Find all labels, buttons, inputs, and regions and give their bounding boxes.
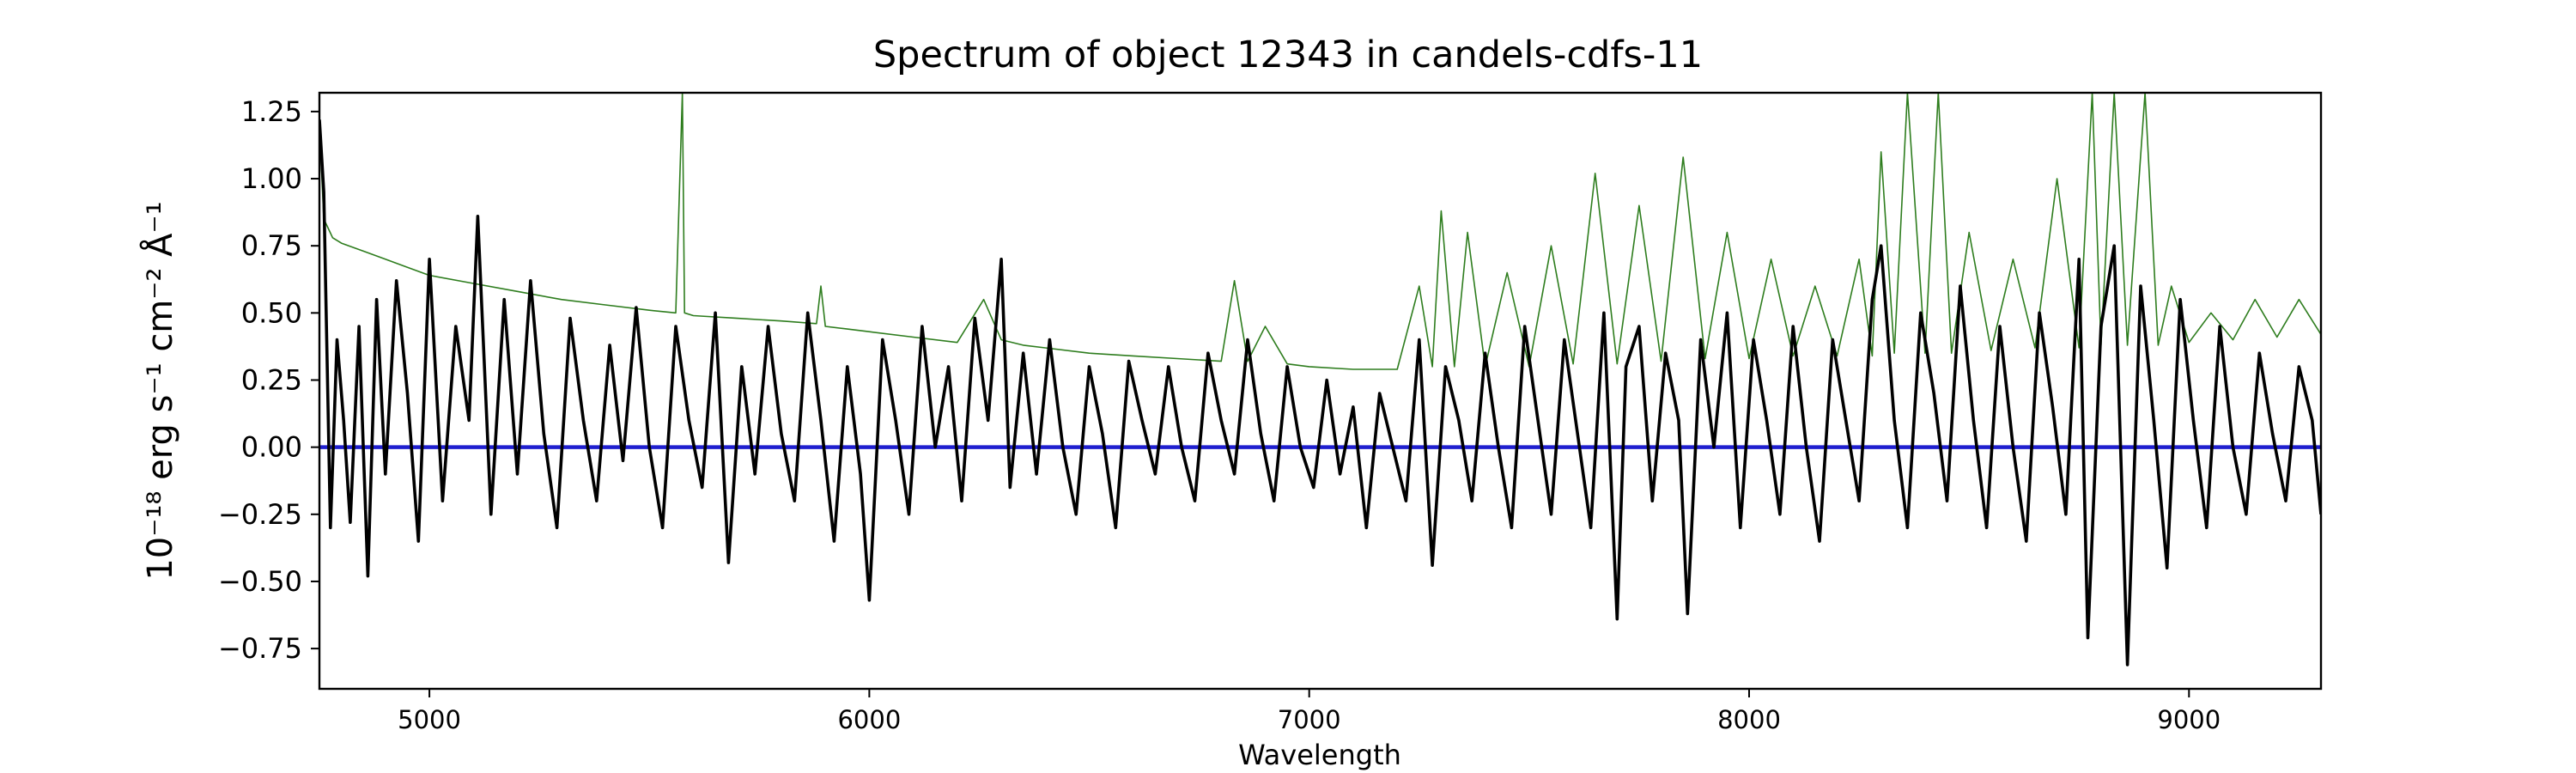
series-line-error	[319, 93, 2321, 370]
x-tick-label: 9000	[2157, 705, 2221, 734]
x-axis-label: Wavelength	[1238, 739, 1401, 771]
y-tick-label: 1.00	[241, 162, 302, 195]
series-layer	[319, 93, 2321, 666]
y-tick-label: −0.75	[218, 632, 302, 665]
x-tick-label: 7000	[1278, 705, 1341, 734]
y-tick-label: −0.25	[218, 498, 302, 531]
series-line-flux	[319, 119, 2321, 666]
plot-frame	[318, 91, 2323, 691]
y-tick-label: −0.50	[218, 565, 302, 598]
y-axis: −0.75 −0.50 −0.25 0.00 0.25 0.50 0.75 1.00 1.25	[218, 95, 319, 665]
chart-title: Spectrum of object 12343 in candels-cdfs…	[873, 33, 1703, 76]
y-tick-label: 0.75	[241, 229, 302, 262]
y-tick-label: 1.25	[241, 95, 302, 128]
y-tick-label: 0.25	[241, 363, 302, 396]
x-tick-label: 8000	[1717, 705, 1781, 734]
y-tick-label: 0.00	[241, 431, 302, 464]
x-tick-label: 6000	[837, 705, 901, 734]
x-tick-label: 5000	[398, 705, 461, 734]
y-axis-label: 10⁻¹⁸ erg s⁻¹ cm⁻² Å⁻¹	[139, 201, 180, 580]
x-axis: 5000 6000 7000 8000 9000	[398, 689, 2221, 734]
y-tick-label: 0.50	[241, 296, 302, 329]
